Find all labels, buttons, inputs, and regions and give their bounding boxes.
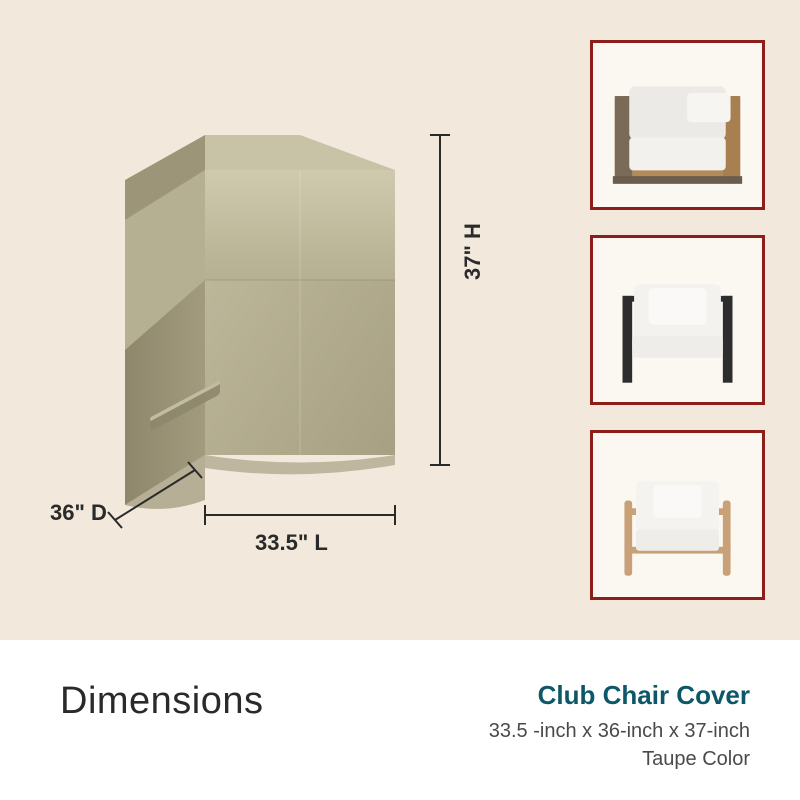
product-dimensions: 33.5 -inch x 36-inch x 37-inch <box>489 717 750 745</box>
depth-label: 36" D <box>50 500 107 526</box>
thumb-dark-metal-club-chair <box>590 235 765 405</box>
infographic-lower: Dimensions Club Chair Cover 33.5 -inch x… <box>0 640 800 800</box>
spec-block: Club Chair Cover 33.5 -inch x 36-inch x … <box>489 680 750 800</box>
height-label: 37" H <box>460 223 486 280</box>
length-label: 33.5" L <box>255 530 328 556</box>
thumb-light-wood-lounge-chair <box>590 430 765 600</box>
thumbnail-column <box>590 40 770 600</box>
dimensions-heading: Dimensions <box>60 680 264 800</box>
thumb-wood-frame-club-chair <box>590 40 765 210</box>
infographic-upper: 37" H 33.5" L 36" D <box>0 0 800 640</box>
product-color: Taupe Color <box>489 745 750 773</box>
chair-cover-svg <box>70 100 490 580</box>
cover-illustration-area: 37" H 33.5" L 36" D <box>70 100 490 580</box>
product-title: Club Chair Cover <box>489 680 750 711</box>
